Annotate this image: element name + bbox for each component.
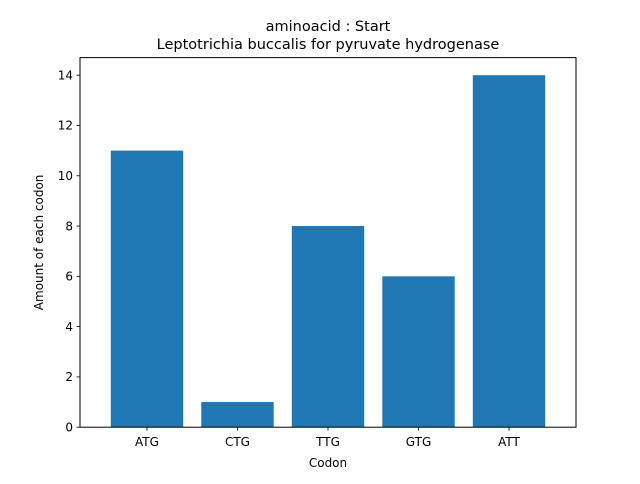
bar-gtg: [382, 276, 455, 428]
bar-ttg: [291, 226, 365, 428]
x-tick-label-atg: ATG: [135, 435, 159, 449]
bars-group: [110, 75, 546, 428]
chart-subtitle: Leptotrichia buccalis for pyruvate hydro…: [157, 37, 500, 53]
y-tick-label: 8: [65, 219, 73, 233]
y-tick-label: 4: [65, 320, 73, 334]
y-tick-label: 10: [58, 169, 73, 183]
y-axis-label: Amount of each codon: [32, 175, 46, 311]
bar-atg: [110, 150, 184, 428]
x-tick-label-ttg: TTG: [315, 435, 340, 449]
chart-title: aminoacid : Start: [266, 19, 391, 35]
y-tick-label: 2: [65, 370, 73, 384]
plot-area-frame: [79, 57, 577, 428]
bar-att: [472, 75, 546, 428]
y-tick-label: 6: [65, 270, 73, 284]
x-tick-label-gtg: GTG: [406, 435, 432, 449]
y-axis-ticks: 0 2 4 6 8 10 12 14: [58, 68, 80, 434]
y-tick-label: 0: [65, 420, 73, 434]
y-tick-label: 14: [58, 68, 73, 82]
x-tick-label-ctg: CTG: [225, 435, 250, 449]
x-axis-ticks: ATG CTG TTG GTG ATT: [135, 427, 521, 449]
y-tick-label: 12: [58, 119, 73, 133]
x-axis-label: Codon: [309, 456, 347, 470]
x-tick-label-att: ATT: [498, 435, 520, 449]
bar-ctg: [201, 402, 274, 428]
